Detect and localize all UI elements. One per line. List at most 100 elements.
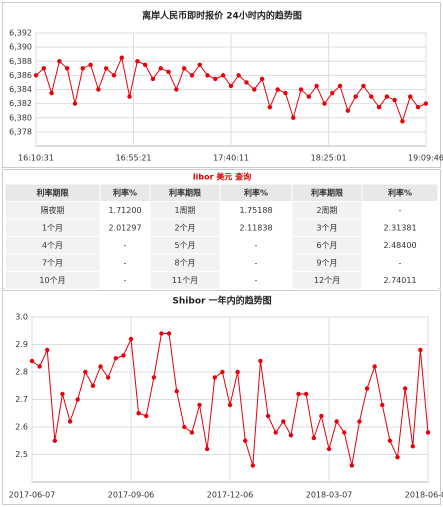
table-text: 5个月 bbox=[174, 241, 195, 250]
y-tick-label: 6,384 bbox=[9, 85, 32, 94]
point bbox=[144, 413, 149, 419]
table-text: - bbox=[124, 276, 127, 285]
point bbox=[384, 94, 390, 99]
table-header: 利率% bbox=[387, 187, 412, 197]
x-tick-label: 19:09:46 bbox=[408, 154, 443, 163]
point bbox=[220, 369, 225, 375]
point bbox=[151, 375, 157, 380]
point bbox=[349, 463, 355, 468]
point bbox=[372, 364, 377, 369]
y-tick-label: 6,388 bbox=[9, 57, 32, 66]
point bbox=[250, 463, 256, 468]
point bbox=[80, 66, 85, 71]
point bbox=[259, 76, 265, 82]
point bbox=[380, 402, 385, 408]
point bbox=[49, 90, 54, 96]
table-text: 3个月 bbox=[316, 223, 337, 232]
x-tick-label: 2017-09-06 bbox=[108, 491, 155, 500]
point bbox=[342, 430, 347, 435]
point bbox=[265, 413, 271, 419]
point bbox=[189, 73, 195, 78]
point bbox=[376, 104, 382, 110]
x-tick-label: 17:40:11 bbox=[213, 154, 249, 163]
point bbox=[90, 383, 96, 388]
table-text: 6个月 bbox=[316, 241, 337, 250]
point bbox=[57, 59, 62, 64]
table-text: 1.75188 bbox=[239, 206, 272, 215]
point bbox=[52, 438, 58, 443]
point bbox=[29, 358, 35, 364]
point bbox=[275, 87, 280, 92]
point bbox=[252, 87, 257, 92]
panel bbox=[2, 290, 441, 505]
point bbox=[410, 444, 415, 449]
point bbox=[415, 104, 421, 110]
point bbox=[174, 389, 179, 394]
y-tick-label: 2.9 bbox=[15, 340, 28, 349]
point bbox=[37, 364, 42, 369]
point bbox=[33, 73, 39, 78]
point bbox=[181, 66, 187, 71]
table-text: 2.31381 bbox=[383, 223, 416, 232]
point bbox=[96, 87, 101, 92]
table-header: 利率期限 bbox=[310, 187, 343, 197]
point bbox=[357, 419, 362, 424]
point bbox=[60, 391, 65, 397]
point bbox=[402, 386, 408, 391]
table-text: 2.74011 bbox=[383, 276, 416, 285]
y-tick-label: 6,382 bbox=[9, 99, 32, 108]
point bbox=[400, 119, 405, 124]
point bbox=[98, 364, 103, 369]
y-tick-label: 2.8 bbox=[15, 368, 28, 377]
point bbox=[159, 331, 164, 336]
chart-title: Shibor 一年内的趋势图 bbox=[172, 295, 271, 307]
y-tick-label: 6,390 bbox=[9, 43, 32, 52]
table-header: 利率期限 bbox=[36, 187, 69, 197]
point bbox=[369, 94, 374, 99]
point bbox=[425, 430, 431, 435]
point bbox=[189, 430, 195, 435]
point bbox=[119, 55, 124, 60]
point bbox=[236, 73, 241, 78]
table-text: - bbox=[124, 258, 127, 267]
table-header: 利率% bbox=[243, 187, 268, 197]
point bbox=[334, 419, 339, 424]
point bbox=[197, 62, 202, 67]
table-text: 4个月 bbox=[42, 241, 63, 250]
point bbox=[303, 391, 309, 397]
point bbox=[105, 375, 111, 380]
point bbox=[135, 59, 140, 64]
x-tick-label: 2017-06-07 bbox=[9, 491, 56, 500]
table-text: 隔夜期 bbox=[41, 205, 65, 215]
point bbox=[314, 83, 319, 89]
point bbox=[166, 69, 171, 75]
x-tick-label: 2017-12-06 bbox=[207, 491, 254, 500]
point bbox=[158, 66, 163, 71]
point bbox=[311, 435, 316, 441]
point bbox=[392, 97, 397, 103]
point bbox=[88, 62, 93, 67]
point bbox=[298, 87, 304, 92]
point bbox=[353, 94, 358, 99]
point bbox=[296, 391, 301, 397]
point bbox=[142, 62, 148, 67]
table-header: 利率期限 bbox=[168, 187, 201, 197]
point bbox=[127, 94, 132, 99]
point bbox=[205, 73, 210, 78]
table-text: 12个月 bbox=[314, 276, 340, 285]
point bbox=[212, 375, 217, 380]
point bbox=[128, 336, 134, 342]
x-tick-label: 16:55:21 bbox=[116, 154, 152, 163]
point bbox=[83, 369, 88, 375]
y-tick-label: 2.5 bbox=[15, 450, 28, 459]
point bbox=[174, 87, 179, 92]
point bbox=[166, 331, 172, 336]
point bbox=[387, 438, 393, 443]
point bbox=[45, 347, 50, 353]
point bbox=[408, 94, 413, 99]
point bbox=[283, 90, 288, 96]
table-text: 2个月 bbox=[174, 223, 195, 232]
x-tick-label: 2018-06-06 bbox=[405, 491, 443, 500]
